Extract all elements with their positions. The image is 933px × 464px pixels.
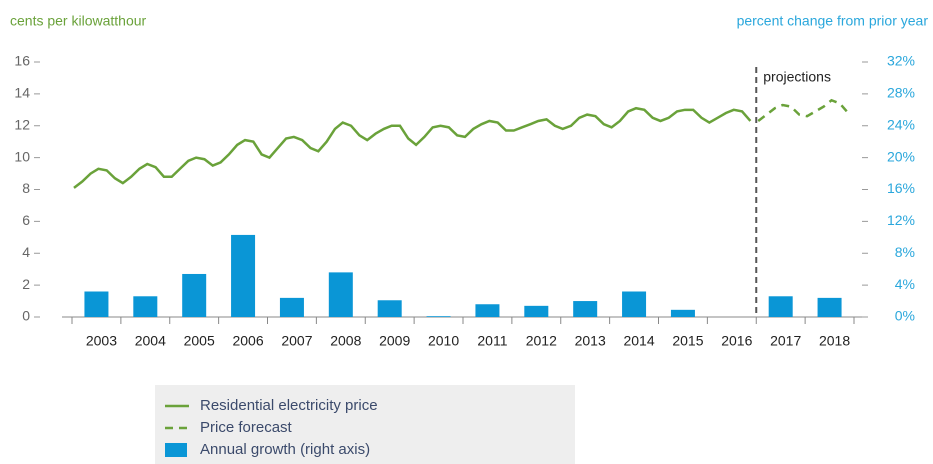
y-tick-label: 8: [22, 180, 30, 196]
bar: [426, 316, 451, 317]
y2-tick-label: 20%: [887, 148, 915, 164]
legend-label: Residential electricity price: [200, 397, 378, 414]
bar: [84, 291, 109, 317]
bar: [670, 309, 695, 317]
bar: [622, 291, 647, 317]
bar: [377, 300, 402, 317]
x-tick-label: 2018: [819, 333, 850, 349]
y-tick-label: 16: [14, 53, 30, 69]
y-tick-label: 14: [14, 85, 30, 101]
legend-label: Price forecast: [200, 419, 293, 436]
legend-swatch: [165, 443, 187, 457]
y2-tick-label: 16%: [887, 180, 915, 196]
annotation: projections: [763, 69, 831, 85]
bar: [817, 297, 842, 317]
x-tick-label: 2004: [135, 333, 166, 349]
x-tick-label: 2017: [770, 333, 801, 349]
y-tick-label: 2: [22, 276, 30, 292]
legend-box: [155, 385, 575, 464]
bar: [279, 297, 304, 317]
x-tick-label: 2003: [86, 333, 117, 349]
y-tick-label: 4: [22, 244, 30, 260]
x-tick-label: 2016: [721, 333, 752, 349]
y2-tick-label: 8%: [895, 244, 915, 260]
x-tick-label: 2009: [379, 333, 410, 349]
x-tick-label: 2014: [623, 333, 654, 349]
y2-tick-label: 32%: [887, 53, 915, 69]
y2-tick-label: 4%: [895, 276, 915, 292]
x-tick-label: 2011: [477, 333, 507, 349]
y2-tick-label: 0%: [895, 308, 915, 324]
bar: [524, 305, 549, 317]
y-tick-label: 6: [22, 212, 30, 228]
bar: [573, 301, 598, 317]
bar: [475, 304, 500, 317]
x-tick-label: 2013: [575, 333, 606, 349]
bar: [182, 273, 207, 317]
y2-axis-label: percent change from prior year: [737, 13, 929, 29]
y2-tick-label: 28%: [887, 85, 915, 101]
x-tick-label: 2008: [330, 333, 361, 349]
x-tick-label: 2007: [281, 333, 312, 349]
line: [757, 98, 850, 122]
x-tick-label: 2005: [184, 333, 215, 349]
y2-tick-label: 12%: [887, 212, 915, 228]
y-axis-label: cents per kilowatthour: [10, 13, 147, 29]
x-tick-label: 2012: [526, 333, 557, 349]
bar: [328, 272, 353, 317]
y-tick-label: 0: [22, 308, 30, 324]
bar: [231, 234, 256, 317]
line: [73, 106, 752, 189]
x-tick-label: 2010: [428, 333, 459, 349]
y-tick-label: 12: [14, 116, 30, 132]
bar: [768, 296, 793, 317]
y-tick-label: 10: [14, 148, 30, 164]
legend-label: Annual growth (right axis): [200, 441, 370, 458]
x-tick-label: 2015: [672, 333, 703, 349]
x-tick-label: 2006: [232, 333, 263, 349]
bar: [133, 296, 158, 317]
y2-tick-label: 24%: [887, 116, 915, 132]
